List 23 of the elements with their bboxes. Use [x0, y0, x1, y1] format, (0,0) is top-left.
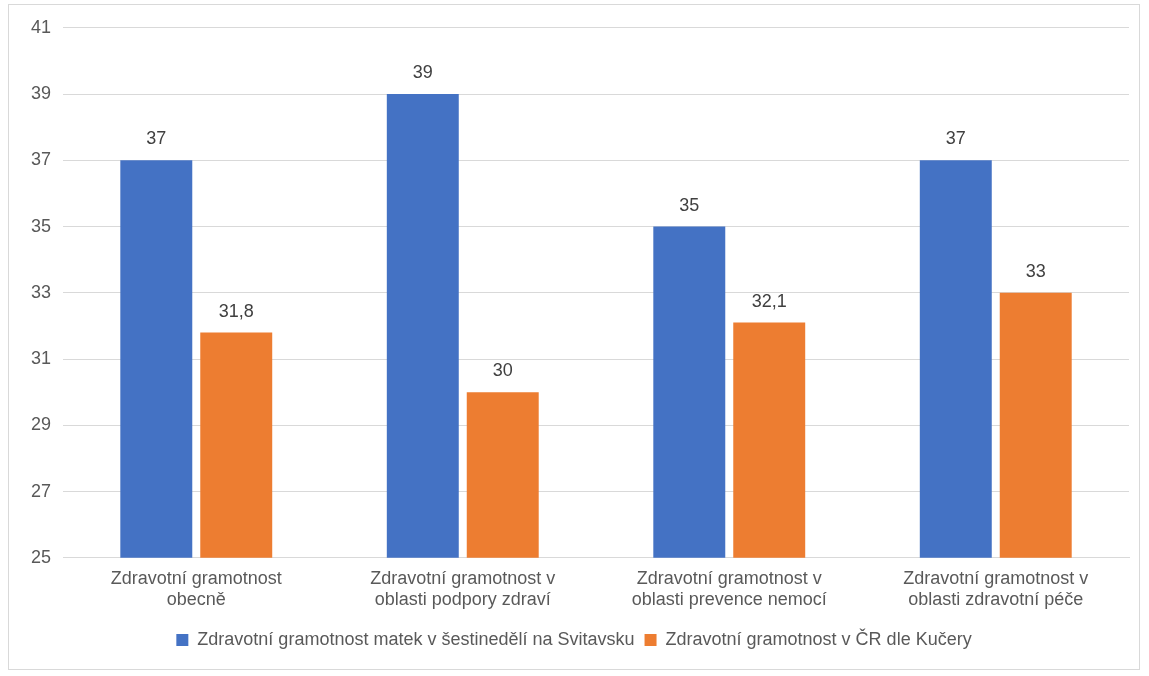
x-tick-label: Zdravotní gramotnost v oblasti prevence nemocí — [631, 567, 827, 610]
y-tick-label: 35 — [30, 215, 52, 236]
data-label: 32,1 — [751, 290, 787, 311]
data-label: 33 — [1025, 260, 1046, 281]
data-label: 30 — [492, 360, 513, 381]
x-tick-label: Zdravotní gramotnost v oblasti zdravotní péče — [903, 567, 1089, 610]
data-label: 31,8 — [218, 300, 254, 321]
legend-label: Zdravotní gramotnost matek v šestinedělí na Svitavsku — [197, 628, 635, 649]
x-tick-label: Zdravotní gramotnost obecně — [110, 567, 282, 610]
y-tick-label: 29 — [30, 414, 52, 435]
data-label: 37 — [945, 128, 966, 149]
y-tick-label: 27 — [30, 480, 52, 501]
y-tick-label: 31 — [30, 348, 52, 369]
data-label: 35 — [679, 194, 700, 215]
x-tick-label: Zdravotní gramotnost v oblasti podpory zdraví — [370, 567, 556, 610]
data-label: 39 — [412, 62, 433, 83]
y-tick-label: 37 — [30, 149, 52, 170]
data-label: 37 — [146, 128, 167, 149]
y-tick-label: 41 — [30, 16, 52, 37]
y-tick-label: 33 — [30, 281, 52, 302]
legend-label: Zdravotní gramotnost v ČR dle Kučery — [665, 627, 972, 649]
y-tick-label: 39 — [30, 83, 52, 104]
y-tick-label: 25 — [30, 546, 52, 567]
